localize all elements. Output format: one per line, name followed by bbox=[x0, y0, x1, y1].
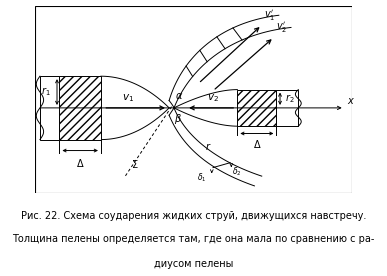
Text: Толщина пелены определяется там, где она мала по сравнению с ра-: Толщина пелены определяется там, где она… bbox=[12, 234, 375, 244]
Text: $v_2$: $v_2$ bbox=[207, 92, 219, 104]
Text: $\delta_2$: $\delta_2$ bbox=[232, 165, 241, 178]
Bar bbox=[60, 76, 101, 140]
Text: $r$: $r$ bbox=[205, 141, 211, 152]
Bar bbox=[40, 76, 60, 140]
Text: $v_2'$: $v_2'$ bbox=[276, 20, 288, 35]
Text: $v_1$: $v_1$ bbox=[122, 92, 134, 104]
Bar bbox=[237, 90, 276, 126]
Bar bbox=[276, 90, 298, 126]
Text: $\Sigma$: $\Sigma$ bbox=[131, 158, 139, 170]
Text: диусом пелены: диусом пелены bbox=[154, 259, 233, 269]
Text: $r_2$: $r_2$ bbox=[285, 92, 295, 105]
Text: $r_1$: $r_1$ bbox=[41, 86, 51, 99]
Text: Рис. 22. Схема соударения жидких струй, движущихся навстречу.: Рис. 22. Схема соударения жидких струй, … bbox=[21, 211, 366, 221]
Text: $\Delta$: $\Delta$ bbox=[76, 157, 84, 169]
Text: $\Delta$: $\Delta$ bbox=[253, 138, 261, 150]
Text: $v_1'$: $v_1'$ bbox=[264, 8, 276, 23]
Text: $\alpha$: $\alpha$ bbox=[175, 91, 183, 101]
Text: $x$: $x$ bbox=[347, 96, 355, 106]
Text: $\delta_1$: $\delta_1$ bbox=[197, 171, 207, 184]
Text: $\beta$: $\beta$ bbox=[175, 112, 182, 126]
